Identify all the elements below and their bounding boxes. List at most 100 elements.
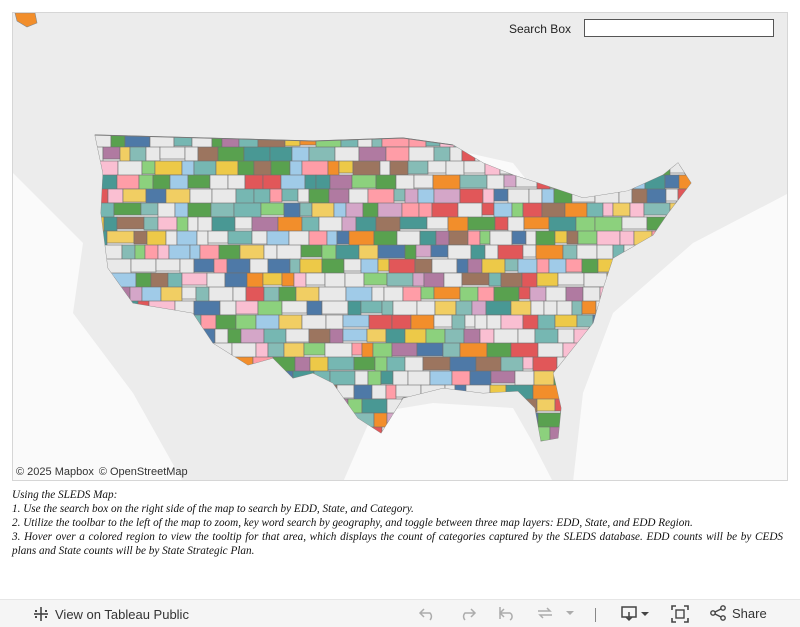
region-cell[interactable] <box>143 216 159 231</box>
region-cell[interactable] <box>429 370 453 387</box>
region-cell[interactable] <box>150 272 169 290</box>
region-cell[interactable] <box>536 398 556 412</box>
undo-button[interactable] <box>418 605 438 621</box>
download-button[interactable] <box>621 605 651 623</box>
region-cell[interactable] <box>210 202 235 218</box>
region-cell[interactable] <box>393 188 406 202</box>
region-cell[interactable] <box>240 328 265 344</box>
region-cell[interactable] <box>154 160 183 176</box>
region-cell[interactable] <box>377 244 406 259</box>
region-cell[interactable] <box>345 202 364 220</box>
region-cell[interactable] <box>564 202 588 220</box>
region-cell[interactable] <box>338 160 354 174</box>
region-cell[interactable] <box>372 342 393 360</box>
region-cell[interactable] <box>140 202 159 216</box>
region-cell[interactable] <box>489 230 513 248</box>
region-cell[interactable] <box>299 202 313 217</box>
region-cell[interactable] <box>463 328 481 346</box>
region-cell[interactable] <box>329 370 356 386</box>
region-cell[interactable] <box>533 370 555 388</box>
region-cell[interactable] <box>239 244 265 260</box>
region-cell[interactable] <box>386 356 406 374</box>
region-cell[interactable] <box>504 258 519 272</box>
region-cell[interactable] <box>152 174 171 191</box>
region-cell[interactable] <box>300 244 323 258</box>
region-cell[interactable] <box>308 328 331 344</box>
region-cell[interactable] <box>407 160 429 175</box>
region-cell[interactable] <box>371 286 385 304</box>
region-cell[interactable] <box>116 216 145 230</box>
refresh-button[interactable] <box>535 605 555 621</box>
region-cell[interactable] <box>295 286 320 304</box>
region-cell[interactable] <box>246 272 264 290</box>
redo-button[interactable] <box>457 605 477 621</box>
region-cell[interactable] <box>451 370 471 388</box>
region-cell[interactable] <box>262 272 283 286</box>
region-cell[interactable] <box>193 258 215 273</box>
region-cell[interactable] <box>443 272 463 289</box>
region-cell[interactable] <box>581 300 597 315</box>
region-cell[interactable] <box>133 230 148 245</box>
region-cell[interactable] <box>522 314 539 330</box>
region-cell[interactable] <box>391 342 418 357</box>
region-cell[interactable] <box>169 174 189 191</box>
region-cell[interactable] <box>299 258 323 274</box>
region-cell[interactable] <box>562 244 578 261</box>
region-cell[interactable] <box>420 286 435 300</box>
region-cell[interactable] <box>305 272 326 286</box>
region-cell[interactable] <box>103 216 118 232</box>
region-cell[interactable] <box>324 342 353 360</box>
region-cell[interactable] <box>556 300 573 317</box>
region-cell[interactable] <box>471 300 487 317</box>
region-cell[interactable] <box>511 202 524 218</box>
region-cell[interactable] <box>399 216 428 230</box>
region-cell[interactable] <box>631 188 648 205</box>
region-cell[interactable] <box>557 272 585 286</box>
region-cell[interactable] <box>281 272 295 287</box>
region-cell[interactable] <box>334 146 360 163</box>
mapbox-attribution[interactable]: © 2025 Mapbox <box>16 466 94 478</box>
region-cell[interactable] <box>586 202 604 218</box>
region-cell[interactable] <box>481 258 506 275</box>
region-cell[interactable] <box>503 174 517 188</box>
region-cell[interactable] <box>367 370 382 387</box>
region-cell[interactable] <box>541 202 566 219</box>
region-cell[interactable] <box>430 244 449 258</box>
region-cell[interactable] <box>536 272 559 287</box>
region-cell[interactable] <box>134 244 146 261</box>
region-cell[interactable] <box>463 160 486 174</box>
region-cell[interactable] <box>432 174 461 192</box>
region-cell[interactable] <box>269 146 293 163</box>
region-cell[interactable] <box>422 356 451 371</box>
region-cell[interactable] <box>459 174 488 189</box>
region-cell[interactable] <box>351 342 363 356</box>
region-cell[interactable] <box>532 356 558 372</box>
region-cell[interactable] <box>665 188 679 202</box>
region-cell[interactable] <box>155 258 181 272</box>
region-cell[interactable] <box>263 328 287 345</box>
osm-attribution[interactable]: © OpenStreetMap <box>98 466 188 478</box>
region-cell[interactable] <box>377 258 390 272</box>
region-cell[interactable] <box>358 244 379 262</box>
region-cell[interactable] <box>249 258 269 274</box>
region-cell[interactable] <box>270 160 291 178</box>
region-cell[interactable] <box>318 286 347 303</box>
region-cell[interactable] <box>231 342 257 360</box>
region-cell[interactable] <box>522 244 537 258</box>
region-cell[interactable] <box>227 174 246 190</box>
region-cell[interactable] <box>621 216 648 230</box>
region-cell[interactable] <box>448 230 469 246</box>
region-cell[interactable] <box>327 356 355 371</box>
region-cell[interactable] <box>187 174 211 189</box>
region-cell[interactable] <box>207 230 229 244</box>
region-cell[interactable] <box>318 216 343 232</box>
region-cell[interactable] <box>141 160 156 175</box>
region-cell[interactable] <box>581 258 599 274</box>
region-cell[interactable] <box>260 202 285 216</box>
region-cell[interactable] <box>525 230 537 246</box>
region-cell[interactable] <box>530 300 545 317</box>
region-cell[interactable] <box>412 272 425 287</box>
region-cell[interactable] <box>308 146 336 164</box>
region-cell[interactable] <box>117 160 143 177</box>
region-cell[interactable] <box>315 174 331 190</box>
